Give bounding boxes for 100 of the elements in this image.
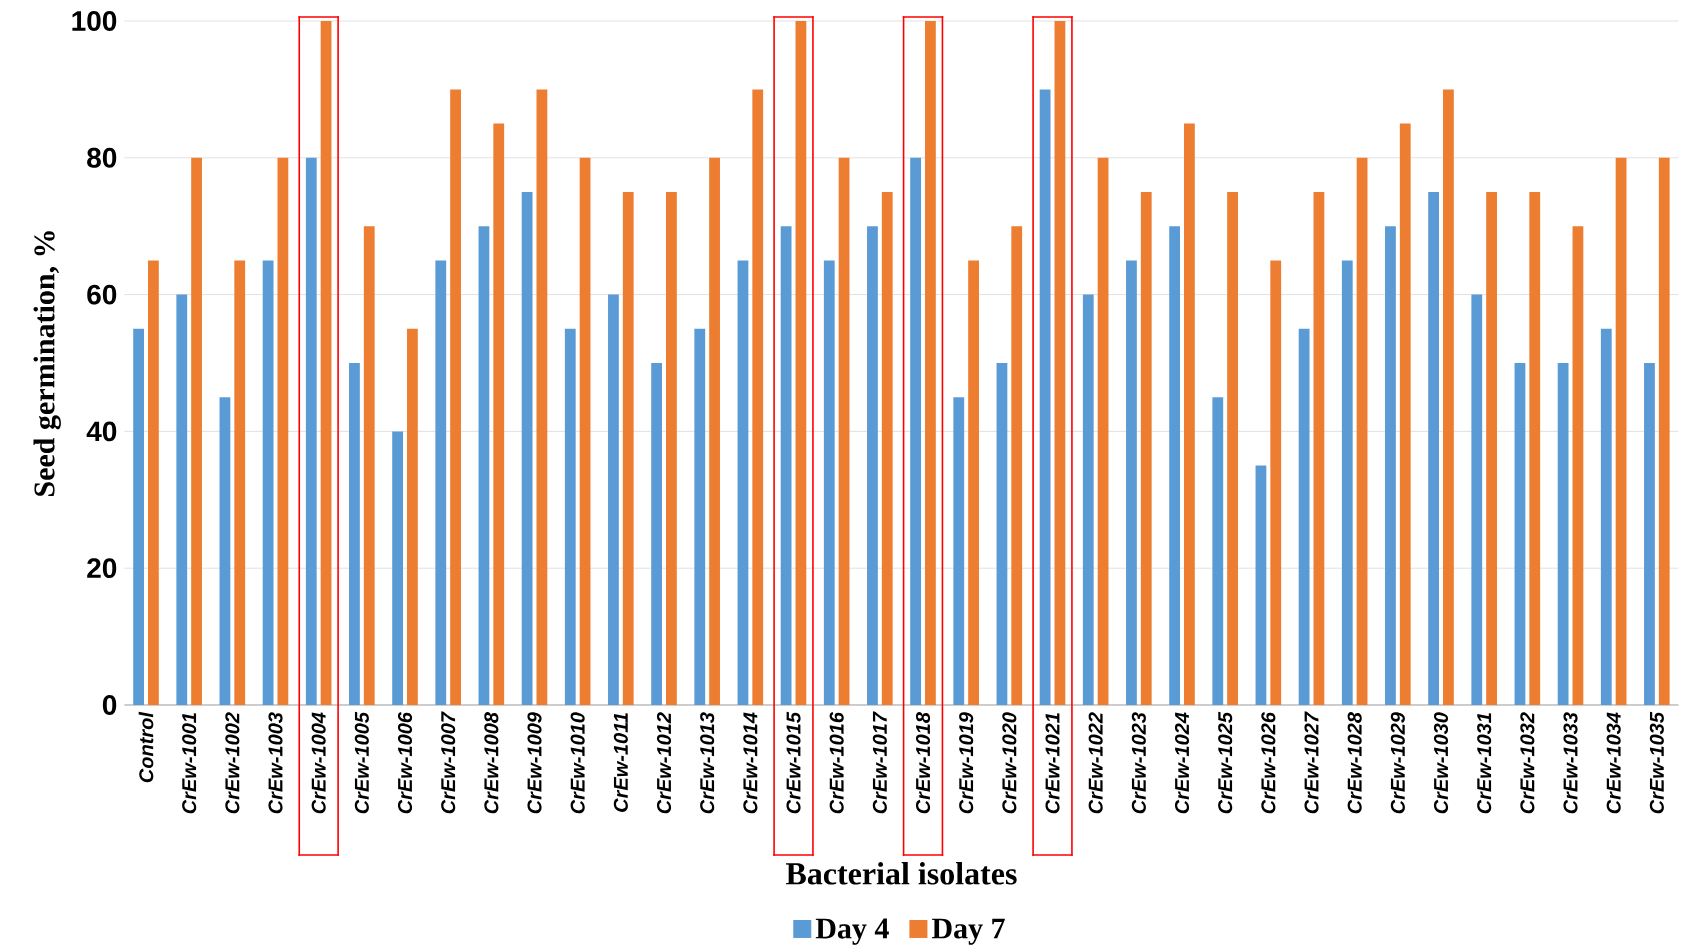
bar (1054, 20, 1066, 705)
x-tick-label: CrEw-1020 (1002, 712, 1017, 814)
bar (1572, 226, 1584, 705)
x-tick-label: CrEw-1013 (700, 712, 715, 814)
x-tick-label: CrEw-1012 (656, 712, 672, 814)
bar (435, 260, 447, 705)
bar (234, 260, 246, 705)
bar (737, 260, 749, 705)
bar (1399, 123, 1411, 705)
bar (608, 294, 619, 705)
bar (1140, 191, 1152, 705)
bar (752, 89, 764, 705)
x-tick-label: CrEw-1035 (1649, 711, 1664, 814)
x-tick-label: CrEw-1003 (268, 712, 283, 814)
x-tick-label: CrEw-1015 (786, 711, 801, 814)
bar (1341, 260, 1353, 705)
bar (1126, 260, 1137, 705)
y-axis-title: Seed germination, % (33, 231, 61, 496)
x-tick-label: CrEw-1002 (225, 712, 240, 814)
x-axis-title: Bacterial isolates (785, 861, 1017, 885)
x-tick-label: CrEw-1024 (1174, 712, 1190, 814)
x-tick-label: CrEw-1028 (1347, 711, 1362, 814)
x-tick-label: CrEw-1022 (1088, 712, 1103, 814)
x-tick-label: CrEw-1021 (1045, 712, 1060, 814)
y-tick-label: 40 (86, 421, 117, 442)
x-tick-label: CrEw-1016 (829, 711, 844, 814)
bar (536, 89, 548, 705)
x-tick-label: CrEw-1033 (1563, 712, 1578, 814)
bar (1298, 328, 1310, 705)
x-tick-label: CrEw-1017 (872, 711, 887, 814)
bar (1011, 226, 1023, 705)
x-tick-label: CrEw-1030 (1433, 712, 1449, 814)
bar (1471, 294, 1483, 705)
bar (666, 191, 677, 705)
x-tick-label: CrEw-1031 (1477, 712, 1492, 814)
x-tick-label: CrEw-1019 (959, 711, 974, 814)
bar (277, 157, 289, 705)
legend-label: Day 4 (815, 918, 889, 945)
bar (1169, 226, 1181, 705)
bar (1313, 191, 1325, 705)
bar (450, 89, 461, 705)
bar (493, 123, 505, 705)
bar (1529, 191, 1541, 705)
bar (176, 294, 188, 705)
bar (219, 397, 231, 705)
bar (709, 157, 720, 705)
bar (191, 157, 202, 705)
bar (262, 260, 274, 705)
y-tick-label: 0 (102, 694, 117, 715)
bar (1039, 89, 1051, 705)
bar (1443, 89, 1454, 705)
bar (320, 20, 332, 705)
bar (363, 226, 375, 705)
bar (392, 431, 404, 705)
x-tick-label: CrEw-1014 (743, 712, 758, 814)
bar (1600, 328, 1612, 705)
bar (1270, 260, 1282, 705)
bar (133, 328, 144, 705)
bar (1428, 191, 1440, 705)
y-tick-label: 100 (72, 10, 117, 31)
x-tick-label: CrEw-1023 (1131, 712, 1146, 814)
bar (651, 362, 663, 705)
bar (1615, 157, 1627, 705)
x-tick-label: CrEw-1018 (915, 711, 931, 814)
y-tick-label: 80 (87, 147, 117, 168)
bar (694, 328, 706, 705)
bar (349, 362, 360, 705)
bar (305, 157, 317, 705)
bar (1514, 362, 1526, 705)
x-tick-label: CrEw-1027 (1304, 711, 1319, 814)
bar (780, 226, 792, 705)
x-tick-label: CrEw-1032 (1520, 712, 1535, 814)
x-tick-label: CrEw-1025 (1218, 711, 1233, 814)
bar (1255, 465, 1267, 705)
x-tick-label: CrEw-1034 (1606, 712, 1621, 814)
bar (407, 328, 418, 705)
bar (1082, 294, 1094, 705)
bar (881, 191, 893, 705)
x-tick-label: CrEw-1026 (1261, 711, 1276, 814)
x-tick-label: CrEw-1011 (613, 712, 628, 812)
bar (579, 157, 591, 705)
bar (838, 157, 850, 705)
x-tick-label: CrEw-1004 (311, 712, 326, 814)
bar (1486, 191, 1497, 705)
bar (1557, 362, 1569, 705)
bar (564, 328, 576, 705)
bar (1212, 397, 1224, 705)
bar (521, 191, 533, 705)
bar (996, 362, 1008, 705)
bar (925, 20, 936, 705)
x-tick-label: CrEw-1009 (527, 711, 542, 814)
bar (910, 157, 922, 705)
bar (1356, 157, 1368, 705)
y-tick-label: 60 (87, 284, 117, 305)
bar (1184, 123, 1195, 705)
x-tick-label: CrEw-1008 (484, 711, 499, 814)
x-tick-label: CrEw-1001 (182, 712, 197, 814)
y-tick-label: 20 (87, 558, 117, 578)
bar (823, 260, 835, 705)
x-tick-label: CrEw-1029 (1390, 711, 1405, 814)
